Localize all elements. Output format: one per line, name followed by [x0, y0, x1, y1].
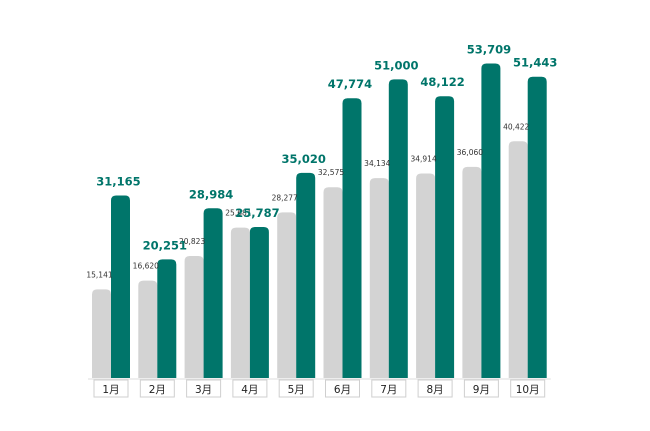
bar-series-a-8: [416, 173, 436, 378]
x-tick-box-7: [371, 379, 407, 398]
value-label-series-a-6: 32,575: [318, 168, 344, 177]
value-label-series-b-1: 31,165: [96, 174, 140, 188]
x-tick-label-4: 4月: [241, 384, 258, 396]
x-tick-box-5: [278, 379, 314, 398]
value-label-series-a-9: 36,060: [457, 148, 483, 157]
x-tick-label-7: 7月: [380, 384, 397, 396]
bar-series-b-4: [249, 226, 269, 378]
x-tick-label-10: 10月: [516, 384, 540, 396]
bar-series-b-10: [527, 76, 547, 379]
x-tick-box-1: [93, 379, 129, 398]
value-label-series-b-5: 35,020: [282, 152, 326, 166]
x-tick-box-10: [510, 379, 546, 398]
x-tick-box-9: [463, 379, 499, 398]
x-tick-label-6: 6月: [334, 384, 351, 396]
x-tick-label-8: 8月: [427, 384, 444, 396]
series-a-value-labels: 15,141 16,620 20,823 25,681 28,277 32,575 34,1…: [86, 122, 529, 279]
value-label-series-b-10: 51,443: [513, 56, 557, 70]
bar-series-a-3: [184, 256, 204, 378]
bar-series-a-4: [230, 227, 250, 378]
bar-series-b-1: [111, 195, 130, 378]
bar-series-a-7: [369, 178, 389, 378]
x-tick-box-8: [417, 379, 453, 398]
x-tick-label-9: 9月: [473, 384, 490, 396]
series-b-bars: [111, 63, 547, 379]
x-axis: 1月 2月 3月 4月 5月 6月 7月 8月 9月 10月: [88, 378, 551, 398]
value-label-series-a-2: 16,620: [133, 262, 159, 271]
value-label-series-a-7: 34,134: [364, 159, 390, 168]
x-tick-label-2: 2月: [149, 384, 166, 396]
bar-series-b-8: [435, 96, 455, 378]
x-tick-label-5: 5月: [288, 384, 305, 396]
value-label-series-b-6: 47,774: [328, 77, 372, 91]
x-tick-box-2: [139, 379, 175, 398]
bar-series-a-6: [323, 187, 343, 378]
bar-series-a-2: [138, 280, 158, 378]
value-label-series-a-3: 20,823: [179, 237, 205, 246]
value-label-series-a-8: 34,914: [410, 155, 436, 164]
value-label-series-b-2: 20,251: [143, 238, 187, 252]
value-label-series-b-7: 51,000: [374, 58, 418, 72]
value-label-series-a-1: 15,141: [86, 270, 112, 279]
value-label-series-a-4: 25,681: [225, 209, 251, 218]
series-a-bars: [92, 141, 528, 378]
x-tick-box-6: [325, 379, 360, 398]
bar-series-a-9: [462, 166, 482, 378]
value-label-series-a-10: 40,422: [503, 122, 529, 131]
bar-series-a-1: [92, 289, 111, 378]
x-tick-box-3: [186, 379, 222, 398]
value-label-series-b-8: 48,122: [420, 75, 464, 89]
bar-series-a-10: [508, 141, 528, 378]
bar-series-b-9: [481, 63, 501, 378]
x-tick-label-3: 3月: [195, 384, 212, 396]
x-tick-box-4: [232, 379, 268, 398]
x-tick-label-1: 1月: [102, 384, 119, 396]
bar-series-b-6: [342, 98, 362, 378]
bar-series-b-7: [388, 79, 408, 379]
value-label-series-b-3: 28,984: [189, 187, 233, 201]
value-label-series-b-4: 25,787: [235, 206, 279, 220]
bar-series-b-5: [296, 172, 316, 378]
bar-series-b-3: [203, 208, 223, 378]
bar-series-a-5: [277, 212, 297, 378]
bar-series-b-2: [157, 259, 177, 378]
value-label-series-b-9: 53,709: [467, 42, 511, 56]
value-label-series-a-5: 28,277: [272, 193, 298, 202]
